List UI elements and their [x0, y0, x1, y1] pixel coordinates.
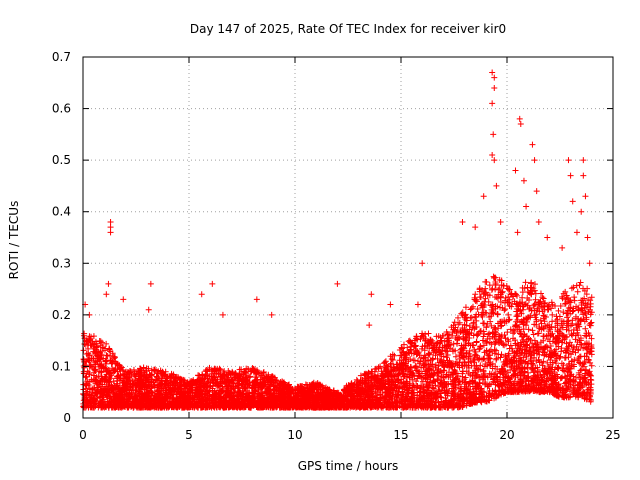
- data-point: [381, 359, 388, 366]
- points-layer: [80, 69, 595, 411]
- data-point: [489, 285, 496, 292]
- data-point: [425, 350, 432, 357]
- data-point: [532, 314, 539, 321]
- data-point: [544, 322, 551, 329]
- data-point: [507, 342, 514, 349]
- data-point: [272, 376, 279, 383]
- data-point: [473, 317, 480, 324]
- data-point: [302, 381, 309, 388]
- data-point: [522, 279, 529, 286]
- data-point: [425, 330, 432, 337]
- data-point: [529, 340, 536, 347]
- data-point: [505, 338, 512, 345]
- data-point: [484, 383, 491, 390]
- data-point: [576, 371, 583, 378]
- data-point: [506, 316, 513, 323]
- data-point: [361, 371, 368, 378]
- data-point: [537, 298, 544, 305]
- data-point: [487, 361, 494, 368]
- data-point: [582, 325, 589, 332]
- data-point: [449, 332, 456, 339]
- data-point: [382, 358, 389, 365]
- data-point: [444, 335, 451, 342]
- data-point: [354, 378, 361, 385]
- data-point: [583, 291, 590, 298]
- data-point: [530, 331, 537, 338]
- data-point: [504, 329, 511, 336]
- data-point: [494, 311, 501, 318]
- data-point: [517, 330, 524, 337]
- data-point: [562, 300, 569, 307]
- data-point: [418, 345, 425, 352]
- data-point: [508, 303, 515, 310]
- data-point: [405, 390, 412, 397]
- grid-layer: [83, 57, 613, 418]
- data-point: [432, 382, 439, 389]
- data-point: [531, 337, 538, 344]
- data-point: [435, 373, 442, 380]
- data-point: [577, 279, 584, 286]
- data-point: [586, 357, 593, 364]
- data-point: [493, 355, 500, 362]
- data-point: [451, 319, 458, 326]
- data-point: [477, 327, 484, 334]
- data-point: [472, 291, 479, 298]
- data-point: [129, 389, 136, 396]
- data-point: [466, 347, 473, 354]
- data-point: [485, 331, 492, 338]
- data-point: [525, 296, 532, 303]
- data-point: [520, 372, 527, 379]
- data-point: [539, 294, 546, 301]
- data-point: [482, 285, 489, 292]
- data-point: [518, 310, 525, 317]
- data-point: [558, 339, 565, 346]
- data-point: [433, 340, 440, 347]
- data-point: [482, 380, 489, 387]
- data-point: [85, 369, 92, 376]
- data-point: [217, 366, 224, 373]
- data-point: [199, 371, 206, 378]
- data-point: [103, 340, 110, 347]
- data-point: [511, 371, 518, 378]
- data-point: [540, 295, 547, 302]
- data-point: [549, 338, 556, 345]
- data-point: [529, 327, 536, 334]
- data-point: [476, 345, 483, 352]
- data-point: [509, 348, 516, 355]
- data-point: [482, 338, 489, 345]
- data-point: [537, 290, 544, 297]
- data-point: [491, 275, 498, 282]
- data-point: [482, 278, 489, 285]
- data-point: [502, 294, 509, 301]
- data-point: [473, 338, 480, 345]
- data-point: [430, 385, 437, 392]
- data-point: [574, 288, 581, 295]
- data-point: [536, 308, 543, 315]
- data-point: [477, 343, 484, 350]
- data-point: [520, 306, 527, 313]
- data-point: [247, 373, 254, 380]
- data-point: [576, 323, 583, 330]
- data-point: [586, 368, 593, 375]
- data-point: [536, 368, 543, 375]
- data-point: [421, 347, 428, 354]
- data-point: [467, 314, 474, 321]
- data-point: [413, 378, 420, 385]
- data-point: [502, 367, 509, 374]
- data-point: [80, 347, 87, 354]
- data-point: [557, 353, 564, 360]
- data-point: [511, 328, 518, 335]
- data-point: [502, 305, 509, 312]
- data-point: [480, 367, 487, 374]
- data-point: [488, 286, 495, 293]
- data-point: [493, 356, 500, 363]
- data-point: [465, 340, 472, 347]
- data-point: [586, 306, 593, 313]
- data-point: [468, 305, 475, 312]
- data-point: [453, 370, 460, 377]
- data-point: [577, 367, 584, 374]
- data-point: [404, 344, 411, 351]
- data-point: [542, 299, 549, 306]
